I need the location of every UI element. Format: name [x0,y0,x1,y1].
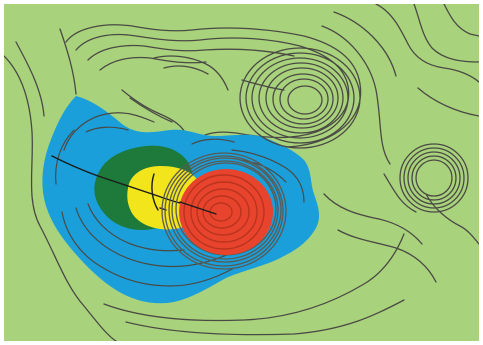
contour-ring [245,52,355,144]
red-zone [179,169,273,255]
contour-ring [161,152,287,270]
contour-ring [265,67,339,129]
contour-line [417,87,479,117]
contour-line [63,112,155,151]
contour-ring [403,147,465,209]
contour-ring [168,157,282,263]
contour-line [241,79,285,91]
contour-line [87,203,185,252]
contour-line [4,55,117,341]
contour-ring [287,85,323,115]
contour-line [87,44,295,61]
contour-ring [183,174,265,250]
contour-ring [279,78,329,120]
contour-ring [251,57,349,139]
contour-line [125,299,405,336]
contour-line [55,129,75,185]
contour-line [163,65,209,75]
contour-ring [171,160,279,260]
contour-line [121,89,187,135]
contour-line [375,4,479,83]
contour-line [191,138,235,145]
contour-line [321,25,391,165]
contour-line [99,56,207,71]
north-hill [239,47,361,149]
contour-line [413,4,479,63]
contour-ring [258,62,344,134]
contour-line [15,41,45,117]
contour-line [85,126,129,133]
contour-line [129,97,173,123]
contour-ring [164,155,284,267]
contour-ring [407,151,461,205]
contour-line [61,211,235,287]
contour-ring [272,73,334,125]
central-hill [183,174,265,250]
contour-line [425,193,479,245]
contour-line [383,173,417,213]
contour-line [333,11,397,77]
red-cross-lines [179,201,217,215]
contour-line [323,193,423,245]
contour-line [179,201,217,215]
contour-ring [196,188,250,236]
zone-contours [55,112,305,287]
contour-line [103,233,405,322]
contour-line [75,207,243,268]
contour-line [337,229,437,283]
contour-line [443,4,479,37]
contour-ring [239,47,361,149]
contour-ring [399,143,469,213]
east-hill [399,143,469,213]
contour-map [4,4,479,341]
contour-ring [190,181,258,243]
contour-ring [415,159,453,197]
contour-line [231,149,305,203]
contour-ring [202,195,242,229]
contour-line [59,28,77,95]
contour-line [153,55,229,91]
contour-line [151,173,159,211]
background-contours [4,4,479,341]
contour-ring [411,155,457,201]
